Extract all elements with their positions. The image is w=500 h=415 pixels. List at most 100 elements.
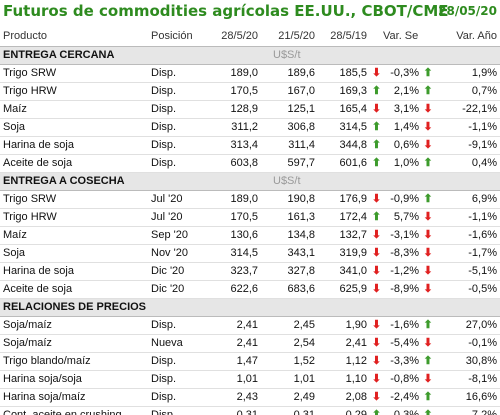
price-date-2: 311,4 [261, 136, 318, 155]
price-date-2: 2,54 [261, 334, 318, 353]
year-trend-cell: ⬆ [370, 406, 383, 415]
week-trend-cell: ⬇ [419, 118, 437, 137]
product-name: Aceite de soja [0, 154, 148, 173]
product-name: Trigo HRW [0, 82, 148, 101]
arrow-up-icon: ⬆ [371, 84, 382, 97]
price-date-1: 170,5 [208, 82, 261, 101]
section-title: ENTREGA A COSECHA [0, 171, 261, 191]
price-date-2: 189,6 [261, 64, 318, 83]
year-change: 0,4% [437, 154, 500, 173]
week-change: -8,3% [383, 244, 419, 263]
product-name: Soja/maíz [0, 334, 148, 353]
year-trend-cell: ⬇ [370, 352, 383, 371]
week-trend-cell: ⬇ [419, 226, 437, 245]
price-date-2: 2,45 [261, 316, 318, 335]
week-change: 0,6% [383, 136, 419, 155]
price-date-1: 2,41 [208, 334, 261, 353]
price-date-1: 1,47 [208, 352, 261, 371]
week-trend-cell: ⬆ [419, 352, 437, 371]
price-date-3: 0,29 [318, 406, 370, 415]
year-change: -1,1% [437, 208, 500, 227]
table-row: Soja Disp. 311,2 306,8 314,5 ⬆ 1,4% ⬇ -1,1% [0, 118, 500, 137]
position: Nueva [148, 334, 208, 353]
price-date-3: 2,41 [318, 334, 370, 353]
section-title: ENTREGA CERCANA [0, 45, 261, 65]
table-row: Aceite de soja Dic '20 622,6 683,6 625,9 ⬇ -8,… [0, 280, 500, 299]
section-unit: U$S/t [261, 45, 500, 65]
position: Dic '20 [148, 280, 208, 299]
arrow-down-icon: ⬇ [423, 246, 433, 259]
price-date-2: 343,1 [261, 244, 318, 263]
arrow-down-icon: ⬇ [371, 354, 382, 367]
report-date: 28/05/20 [438, 4, 497, 18]
table-row: Harina soja/maíz Disp. 2,43 2,49 2,08 ⬇ -2,4% ⬆… [0, 388, 500, 407]
year-change: -5,1% [437, 262, 500, 281]
week-change: -2,4% [383, 388, 419, 407]
year-trend-cell: ⬆ [370, 118, 383, 137]
price-date-2: 306,8 [261, 118, 318, 137]
week-trend-cell: ⬆ [419, 82, 437, 101]
position: Disp. [148, 100, 208, 119]
product-name: Trigo blando/maíz [0, 352, 148, 371]
section-header: RELACIONES DE PRECIOS [0, 297, 500, 317]
week-trend-cell: ⬇ [419, 208, 437, 227]
arrow-up-icon: ⬆ [371, 120, 382, 133]
price-date-2: 2,49 [261, 388, 318, 407]
price-date-3: 1,10 [318, 370, 370, 389]
year-trend-cell: ⬇ [370, 388, 383, 407]
arrow-down-icon: ⬇ [371, 282, 382, 295]
week-trend-cell: ⬆ [419, 154, 437, 173]
week-trend-cell: ⬇ [419, 370, 437, 389]
position: Disp. [148, 352, 208, 371]
arrow-up-icon: ⬆ [423, 156, 433, 169]
arrow-down-icon: ⬇ [371, 336, 382, 349]
week-trend-cell: ⬆ [419, 190, 437, 209]
position: Disp. [148, 406, 208, 415]
price-date-3: 314,5 [318, 118, 370, 137]
week-trend-cell: ⬆ [419, 388, 437, 407]
year-trend-cell: ⬇ [370, 316, 383, 335]
price-date-1: 603,8 [208, 154, 261, 173]
week-change: -1,2% [383, 262, 419, 281]
section-unit [261, 297, 500, 317]
year-trend-cell: ⬇ [370, 100, 383, 119]
arrow-down-icon: ⬇ [371, 264, 382, 277]
arrow-up-icon: ⬆ [371, 408, 382, 415]
price-date-3: 176,9 [318, 190, 370, 209]
week-change: -3,1% [383, 226, 419, 245]
arrow-down-icon: ⬇ [423, 372, 433, 385]
arrow-down-icon: ⬇ [371, 318, 382, 331]
arrow-up-icon: ⬆ [371, 156, 382, 169]
week-change: 3,1% [383, 100, 419, 119]
week-change: 2,1% [383, 82, 419, 101]
arrow-up-icon: ⬆ [371, 138, 382, 151]
arrow-up-icon: ⬆ [423, 390, 433, 403]
arrow-up-icon: ⬆ [371, 210, 382, 223]
report-title: Futuros de commodities agrícolas EE.UU.,… [3, 2, 449, 20]
col-header-product: Producto [3, 30, 48, 43]
year-change: -1,7% [437, 244, 500, 263]
week-trend-cell: ⬆ [419, 64, 437, 83]
position: Disp. [148, 82, 208, 101]
arrow-down-icon: ⬇ [371, 390, 382, 403]
year-change: -1,1% [437, 118, 500, 137]
product-name: Soja [0, 118, 148, 137]
week-trend-cell: ⬇ [419, 136, 437, 155]
product-name: Trigo HRW [0, 208, 148, 227]
arrow-down-icon: ⬇ [423, 210, 433, 223]
price-date-3: 341,0 [318, 262, 370, 281]
arrow-up-icon: ⬆ [423, 192, 433, 205]
year-trend-cell: ⬇ [370, 370, 383, 389]
table-row: Soja Nov '20 314,5 343,1 319,9 ⬇ -8,3% ⬇ -1,7% [0, 244, 500, 263]
price-date-1: 314,5 [208, 244, 261, 263]
price-date-1: 323,7 [208, 262, 261, 281]
price-date-3: 2,08 [318, 388, 370, 407]
product-name: Cont. aceite en crushing [0, 406, 148, 415]
week-change: 0,3% [383, 406, 419, 415]
table-row: Harina de soja Dic '20 323,7 327,8 341,0 ⬇ -1,… [0, 262, 500, 281]
col-header-year-change: Var. Año [456, 30, 497, 43]
title-bar: Futuros de commodities agrícolas EE.UU.,… [0, 0, 500, 28]
price-date-2: 1,01 [261, 370, 318, 389]
arrow-up-icon: ⬆ [423, 66, 433, 79]
